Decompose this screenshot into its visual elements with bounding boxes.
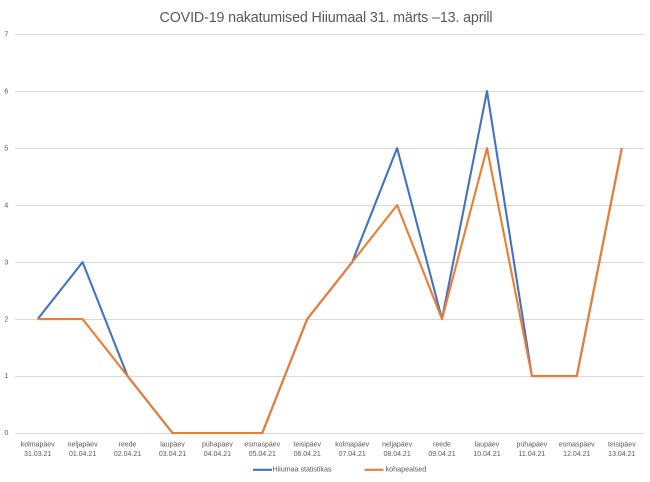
svg-text:esmaspäev: esmaspäev [244,442,280,449]
svg-text:0: 0 [4,430,8,437]
svg-text:reede: reede [119,442,137,449]
svg-text:laupäev: laupäev [160,442,185,449]
svg-text:6: 6 [4,88,8,95]
svg-text:04.04.21: 04.04.21 [204,451,231,458]
svg-text:kolmapäev: kolmapäev [21,442,55,449]
svg-text:08.04.21: 08.04.21 [383,451,410,458]
svg-text:teisipäev: teisipäev [608,442,636,449]
svg-text:07.04.21: 07.04.21 [339,451,366,458]
svg-text:4: 4 [4,202,8,209]
svg-text:12.04.21: 12.04.21 [563,451,590,458]
svg-text:reede: reede [433,442,451,449]
svg-text:kohapealsed: kohapealsed [386,465,427,474]
svg-text:pühapäev: pühapäev [517,442,548,449]
svg-text:09.04.21: 09.04.21 [428,451,455,458]
svg-text:06.04.21: 06.04.21 [294,451,321,458]
svg-text:Hiiumaa statistikas: Hiiumaa statistikas [273,465,332,474]
svg-text:3: 3 [4,259,8,266]
svg-text:01.04.21: 01.04.21 [69,451,96,458]
svg-text:teisipäev: teisipäev [293,442,321,449]
svg-text:neljapäev: neljapäev [382,442,412,449]
svg-text:pühapäev: pühapäev [202,442,233,449]
svg-text:10.04.21: 10.04.21 [473,451,500,458]
svg-text:05.04.21: 05.04.21 [249,451,276,458]
svg-text:11.04.21: 11.04.21 [519,451,546,458]
svg-text:neljapäev: neljapäev [68,442,98,449]
svg-text:2: 2 [4,316,8,323]
svg-text:laupäev: laupäev [475,442,500,449]
svg-text:kolmapäev: kolmapäev [335,442,369,449]
svg-text:02.04.21: 02.04.21 [114,451,141,458]
svg-text:5: 5 [4,145,8,152]
svg-text:COVID-19 nakatumised Hiiumaal: COVID-19 nakatumised Hiiumaal 31. märts … [160,10,493,26]
svg-text:esmaspäev: esmaspäev [559,442,595,449]
svg-text:31.03.21: 31.03.21 [24,451,51,458]
svg-text:1: 1 [4,373,8,380]
svg-text:7: 7 [4,31,8,38]
svg-text:03.04.21: 03.04.21 [159,451,186,458]
svg-text:13.04.21: 13.04.21 [608,451,635,458]
